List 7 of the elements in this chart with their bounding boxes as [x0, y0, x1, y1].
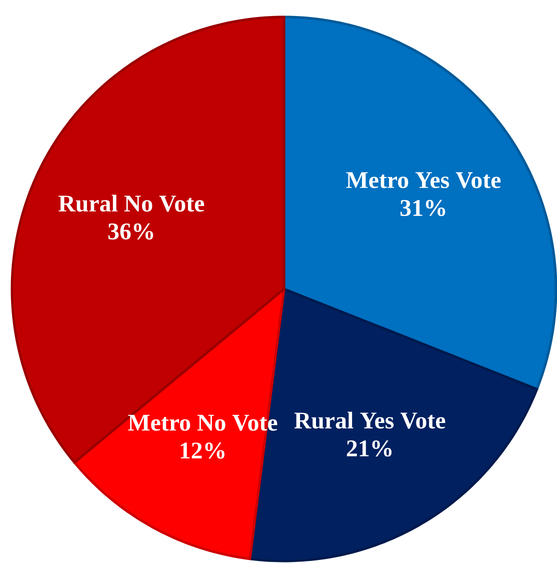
slice-label: Metro Yes Vote	[346, 172, 500, 188]
slice-label: Rural Yes Vote	[294, 412, 446, 429]
data-label: 21%	[346, 440, 392, 457]
data-label: 36%	[108, 223, 153, 240]
data-label: 31%	[400, 200, 446, 216]
data-label: 12%	[180, 442, 224, 459]
slice-label: Rural No Vote	[58, 194, 204, 212]
